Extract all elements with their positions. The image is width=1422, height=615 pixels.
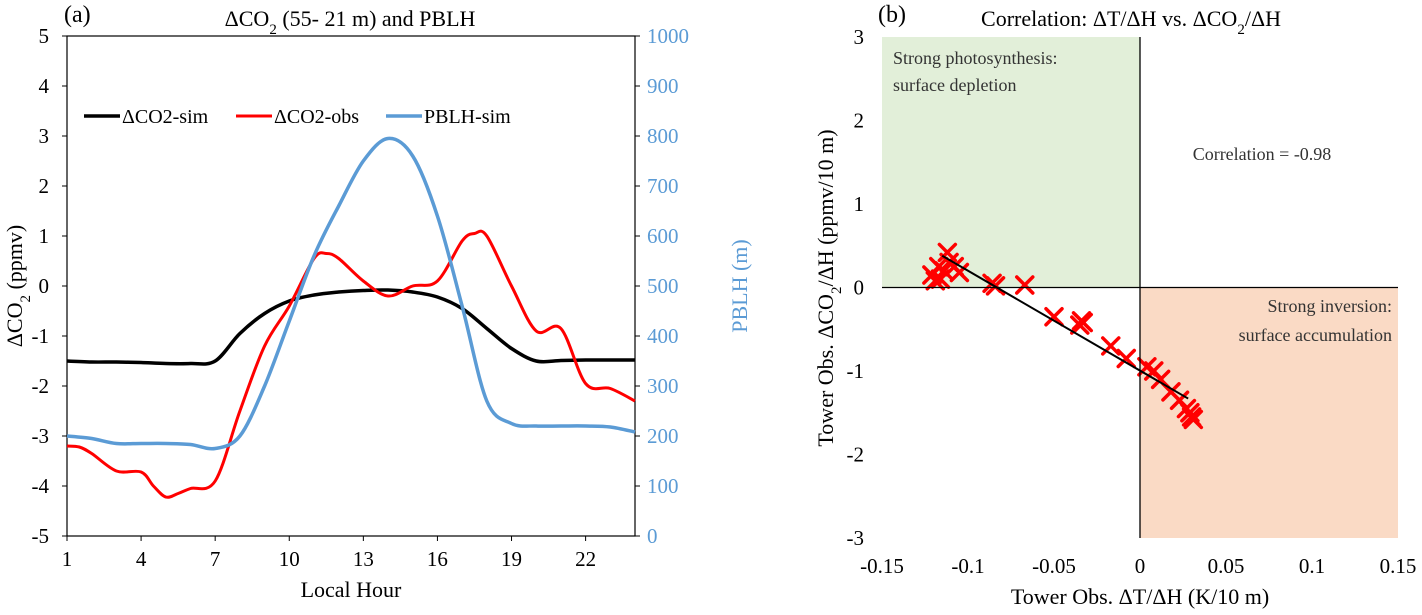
quadrant-label-lr-line2: surface accumulation <box>1239 325 1392 345</box>
x-tick-label: 13 <box>353 547 374 571</box>
y-tick-label: -3 <box>32 424 50 448</box>
x-tick-label: 10 <box>279 547 300 571</box>
panel-a: (a) ΔCO2 (55- 21 m) and PBLH 1 4 7 10 13 16 19… <box>2 2 752 602</box>
y-tick-label: -1 <box>32 324 50 348</box>
x-tick-label: -0.15 <box>860 554 904 578</box>
x-tick-label: 1 <box>62 547 73 571</box>
scatter-point <box>1015 275 1035 295</box>
panel-b-y-ticks: -3 -2 -1 0 1 2 3 <box>847 25 865 550</box>
correlation-annotation: Correlation = -0.98 <box>1193 144 1332 164</box>
y-tick-label: 2 <box>39 174 50 198</box>
x-tick-label: -0.05 <box>1032 554 1076 578</box>
y-tick-label: 0 <box>39 274 50 298</box>
legend-label-pblh: PBLH-sim <box>424 106 511 128</box>
scatter-point <box>1073 312 1093 333</box>
y-tick-label: 4 <box>39 74 50 98</box>
quadrant-label-ul-line1: Strong photosynthesis: <box>893 48 1058 68</box>
y2-tick-label: 100 <box>647 474 679 498</box>
y2-tick-label: 600 <box>647 224 679 248</box>
panel-b-x-label: Tower Obs. ΔT/ΔH (K/10 m) <box>1011 584 1269 609</box>
panel-b-label: (b) <box>878 2 906 28</box>
y2-tick-label: 300 <box>647 374 679 398</box>
y-tick-label: 1 <box>39 224 50 248</box>
quadrant-label-lr-line1: Strong inversion: <box>1268 296 1393 316</box>
quadrant-upper-left <box>882 37 1140 288</box>
panel-b-scatter-points <box>922 242 1204 430</box>
x-tick-label: 19 <box>501 547 522 571</box>
x-tick-label: 0.1 <box>1299 554 1325 578</box>
y2-tick-label: 900 <box>647 74 679 98</box>
scatter-point <box>934 261 954 281</box>
panel-b-title: Correlation: ΔT/ΔH vs. ΔCO2/ΔH <box>981 6 1281 38</box>
y-tick-label: 5 <box>39 24 50 48</box>
x-tick-label: -0.1 <box>951 554 984 578</box>
x-tick-label: 22 <box>575 547 596 571</box>
y-tick-label: 0 <box>854 276 865 300</box>
scatter-point <box>1116 348 1136 369</box>
panel-a-title: ΔCO2 (55- 21 m) and PBLH <box>225 6 476 38</box>
fit-line <box>941 254 1189 400</box>
panel-a-y-ticks: -5 -4 -3 -2 -1 0 1 2 3 4 5 <box>32 24 67 548</box>
panel-a-x-label: Local Hour <box>301 577 402 602</box>
y-tick-label: -2 <box>32 374 50 398</box>
y2-tick-label: 500 <box>647 274 679 298</box>
x-tick-label: 7 <box>210 547 221 571</box>
x-tick-label: 0.15 <box>1380 554 1417 578</box>
y2-tick-label: 400 <box>647 324 679 348</box>
y-tick-label: -2 <box>847 443 865 467</box>
panel-a-x-ticks: 1 4 7 10 13 16 19 22 <box>62 536 596 571</box>
panel-b-x-ticks: -0.15 -0.1 -0.05 0 0.05 0.1 0.15 <box>860 554 1416 578</box>
y2-tick-label: 0 <box>647 524 658 548</box>
series-pblh-sim-line <box>66 136 636 451</box>
series-co2-obs-line <box>66 229 636 499</box>
y-tick-label: 1 <box>854 192 865 216</box>
series-co2-sim-line <box>66 288 635 366</box>
y2-tick-label: 1000 <box>647 24 689 48</box>
y2-tick-label: 700 <box>647 174 679 198</box>
x-tick-label: 16 <box>427 547 448 571</box>
x-tick-label: 0 <box>1135 554 1146 578</box>
y-tick-label: -3 <box>847 526 865 550</box>
y-tick-label: -1 <box>847 359 865 383</box>
scatter-point <box>1101 336 1121 356</box>
y-tick-label: 3 <box>39 124 50 148</box>
panel-a-y-label: ΔCO2 (ppmv) <box>2 225 34 347</box>
scatter-point <box>949 262 970 283</box>
y2-tick-label: 200 <box>647 424 679 448</box>
legend-label-obs: ΔCO2-obs <box>274 106 359 128</box>
panel-a-legend: ΔCO2-sim ΔCO2-obs PBLH-sim <box>84 106 511 128</box>
panel-a-y2-ticks: 0 100 200 300 400 500 600 700 800 900 1000 <box>635 24 689 548</box>
panel-a-series <box>66 136 636 499</box>
panel-a-label: (a) <box>64 2 91 28</box>
x-tick-label: 4 <box>136 547 147 571</box>
y-tick-label: 3 <box>854 25 865 49</box>
quadrant-label-ul-line2: surface depletion <box>893 75 1016 95</box>
scatter-point <box>1044 306 1064 327</box>
y2-tick-label: 800 <box>647 124 679 148</box>
scatter-point <box>1183 409 1204 430</box>
x-tick-label: 0.05 <box>1208 554 1245 578</box>
panel-b-y-label: Tower Obs. ΔCO2/ΔH (ppmv/10 m) <box>813 129 845 446</box>
panel-b: (b) Correlation: ΔT/ΔH vs. ΔCO2/ΔH Stron… <box>813 2 1416 609</box>
legend-label-sim: ΔCO2-sim <box>122 106 209 128</box>
panel-a-y2-label: PBLH (m) <box>727 239 752 333</box>
y-tick-label: -4 <box>32 474 50 498</box>
y-tick-label: 2 <box>854 109 865 133</box>
y-tick-label: -5 <box>32 524 50 548</box>
